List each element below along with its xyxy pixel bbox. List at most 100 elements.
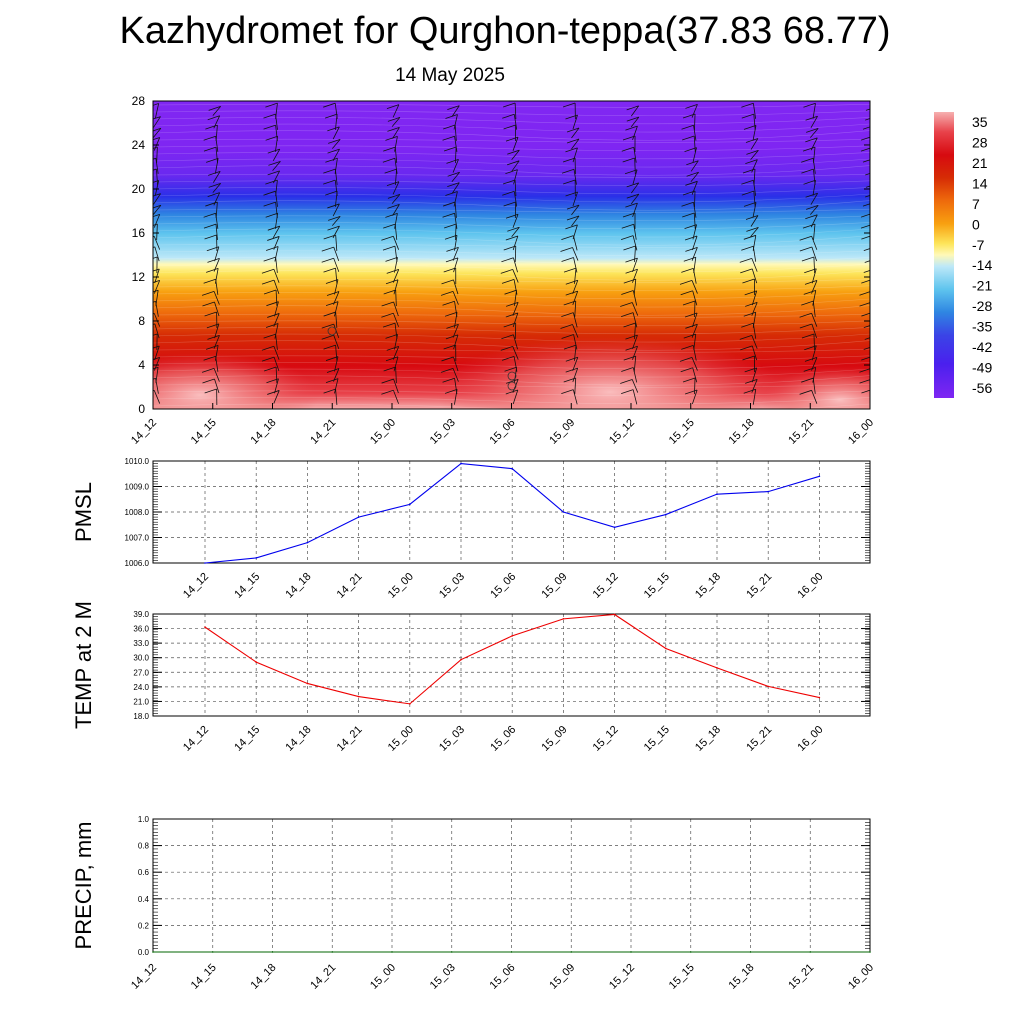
wind-barb-shaft — [630, 116, 640, 128]
data-point — [357, 516, 360, 518]
x-tick-label: 15_06 — [488, 417, 518, 447]
wind-barb-shaft — [573, 257, 578, 273]
wind-barb-shaft — [574, 301, 577, 317]
wind-barb-shaft — [153, 193, 161, 205]
wind-barb-flag — [442, 300, 455, 306]
x-tick-label: 15_00 — [368, 417, 398, 447]
wind-barb-shaft — [333, 258, 340, 272]
wind-barb-flag — [565, 224, 578, 230]
wind-barb-shaft — [572, 114, 578, 130]
wind-barb-shaft — [454, 136, 458, 152]
wind-barb-shaft — [452, 247, 459, 261]
colorbar-label: 21 — [972, 155, 988, 171]
wind-barb-shaft — [632, 202, 638, 218]
wind-barb-flag — [799, 235, 812, 241]
wind-barb-flag — [441, 279, 454, 285]
wind-barb-flag — [383, 289, 396, 295]
wind-barb-flag — [565, 114, 578, 120]
y-tick-label: 20 — [132, 182, 146, 196]
pmsl-panel: 1006.0 1007.0 1008.0 1009.0 1010.0 14_12 14_15… — [71, 457, 871, 601]
wind-barb-flag — [323, 344, 336, 350]
wind-barb-shaft — [872, 346, 875, 361]
x-tick-label: 15_06 — [488, 962, 518, 992]
wind-barb-flag — [806, 205, 819, 210]
wind-barb-shaft — [873, 158, 875, 174]
wind-barb-flag — [384, 168, 397, 174]
x-tick-label: 14_21 — [335, 571, 365, 601]
wind-barb-flag — [686, 160, 699, 166]
wind-barb-shaft — [153, 313, 161, 327]
wind-barb-flag — [625, 202, 638, 208]
wind-barb-shaft — [332, 139, 341, 149]
wind-barb-shaft — [632, 389, 638, 405]
wind-barb-shaft — [155, 301, 159, 317]
wind-barb-flag — [203, 212, 216, 218]
wind-barb-shaft — [751, 367, 758, 383]
warm-blob — [760, 368, 870, 409]
x-tick-label: 15_00 — [386, 571, 416, 601]
wind-barb-flag — [327, 126, 340, 132]
wind-barb-flag — [803, 179, 816, 185]
wind-barb-shaft — [572, 324, 579, 338]
wind-barb-flag — [381, 235, 394, 241]
wind-barb-flag — [208, 105, 221, 111]
wind-barb-flag — [805, 214, 818, 220]
wind-barb-flag — [743, 388, 756, 394]
wind-barb-flag — [684, 147, 697, 152]
wind-barb-shaft — [512, 214, 519, 228]
wind-barb-shaft — [572, 312, 578, 328]
wind-barb-flag — [440, 290, 454, 296]
x-tick-label: 15_15 — [642, 571, 672, 601]
wind-barb-flag — [805, 192, 818, 198]
wind-barb-shaft — [752, 246, 757, 262]
wind-barb-flag — [801, 377, 814, 383]
wind-barb-flag — [682, 377, 696, 383]
wind-barb-flag — [503, 124, 516, 130]
x-tick-label: 15_09 — [547, 962, 577, 992]
wind-barb-shaft — [215, 213, 219, 229]
wind-barb-shaft — [873, 235, 874, 251]
data-point — [511, 635, 513, 637]
wind-barb-flag — [321, 257, 334, 263]
contour-line — [153, 397, 870, 405]
wind-barb-flag — [563, 377, 576, 383]
wind-barb-shaft — [513, 257, 518, 273]
wind-barb-shaft — [871, 335, 877, 348]
wind-barb-flag — [444, 311, 458, 317]
x-tick-label: 15_15 — [667, 962, 697, 992]
wind-barb-shaft — [274, 213, 279, 229]
wind-barb-flag — [505, 312, 518, 318]
x-tick-label: 14_15 — [189, 962, 219, 992]
wind-barb-flag — [203, 135, 216, 141]
data-point — [152, 951, 154, 953]
contour-line — [153, 228, 870, 238]
wind-barb-shaft — [215, 202, 218, 218]
wind-barb-shaft — [394, 323, 398, 339]
wind-barb-flag — [261, 356, 275, 362]
data-point — [689, 951, 692, 953]
wind-barb-shaft — [574, 378, 577, 394]
x-tick-label: 15_09 — [539, 571, 569, 601]
wind-barb-shaft — [571, 127, 580, 139]
wind-barb-shaft — [511, 160, 520, 172]
wind-barb-shaft — [632, 269, 638, 283]
y-tick-label: 0.8 — [138, 842, 150, 851]
contour-line — [153, 278, 870, 283]
x-tick-label: 15_12 — [607, 962, 637, 992]
wind-barb-shaft — [633, 147, 637, 163]
wind-barb-flag — [565, 367, 578, 373]
wind-barb-shaft — [693, 213, 696, 229]
wind-barb-flag — [862, 203, 870, 207]
wind-barb-shaft — [154, 103, 160, 119]
data-point — [818, 475, 821, 478]
wind-barb-flag — [566, 215, 580, 221]
calm-marker — [327, 326, 337, 336]
wind-barb-flag — [622, 212, 636, 218]
wind-barb-flag — [207, 192, 220, 198]
wind-barb-flag — [566, 138, 580, 144]
wind-barb-shaft — [451, 182, 460, 194]
wind-barb-flag — [444, 223, 457, 229]
wind-barb-shaft — [274, 246, 279, 262]
wind-barb-flag — [507, 160, 520, 166]
wind-barb-shaft — [274, 378, 279, 394]
